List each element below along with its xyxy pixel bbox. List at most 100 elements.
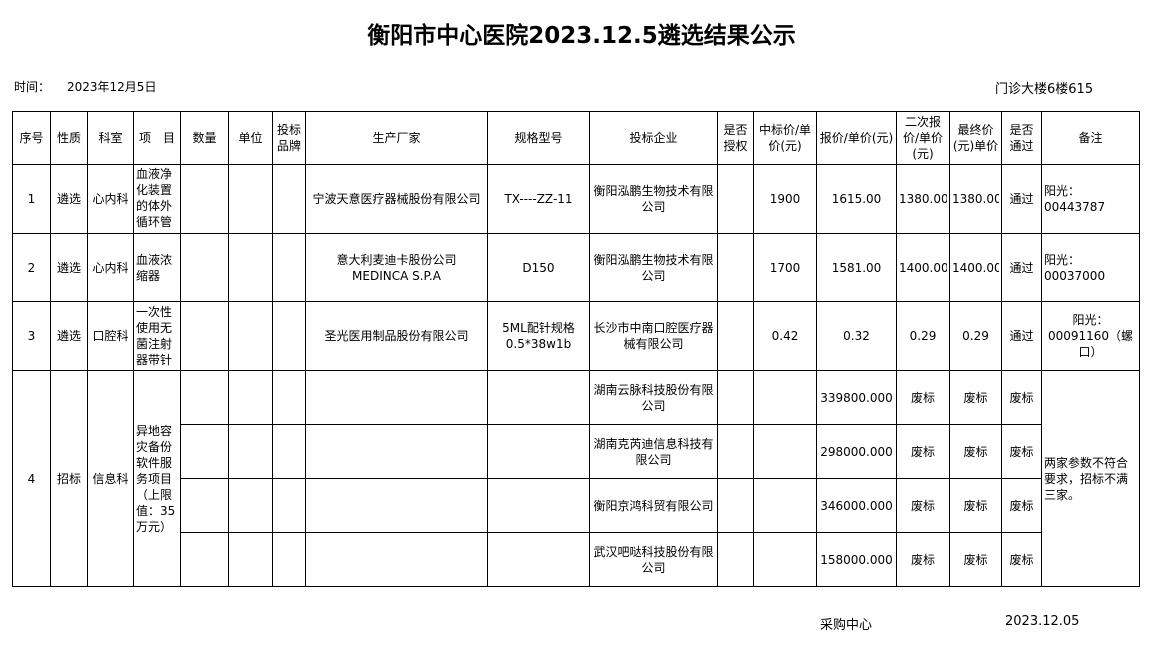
header-cell: 科室 (87, 111, 134, 165)
cell-second-text: 1400.00 (899, 260, 947, 275)
cell-auth (717, 424, 754, 479)
cell-second: 废标 (896, 532, 950, 587)
cell-unit (228, 532, 273, 587)
cell-qty (180, 370, 229, 425)
cell-quote-text: 298000.000 (820, 444, 893, 459)
table-row: 武汉吧哒科技股份有限公司 158000.000 废标 废标 废标 (13, 532, 1140, 587)
cell-type-text: 遴选 (56, 260, 81, 275)
cell-bidder-text: 衡阳泓鹏生物技术有限公司 (593, 184, 714, 214)
cell-win-price (753, 424, 817, 479)
header-cell: 项 目 (133, 111, 181, 165)
cell-bidder-text: 武汉吧哒科技股份有限公司 (593, 544, 714, 575)
cell-bidder: 湖南克芮迪信息科技有限公司 (589, 424, 718, 479)
cell-item-text: 血液净化装置的体外循环管路 (136, 167, 173, 232)
cell-pass: 废标 (1001, 370, 1042, 425)
cell-no: 4 (12, 370, 51, 587)
table-row: 4 招标 信息科 异地容灾备份软件服务项目（上限值：35万元） 湖南云脉科技股份有限公司… (12, 370, 1140, 587)
header-cell-text: 中标价/单价(元) (758, 123, 812, 153)
cell-maker (305, 478, 488, 533)
cell-bidder: 湖南云脉科技股份有限公司 (589, 370, 718, 425)
cell-spec (487, 532, 590, 587)
cell-pass: 废标 (1001, 532, 1042, 587)
cell-maker: 意大利麦迪卡股份公司 MEDINCA S.P.A (305, 233, 488, 302)
cell-unit (228, 164, 273, 234)
cell-quote: 1581.00 (816, 233, 897, 302)
cell-win-price: 1900 (753, 164, 817, 234)
cell-final: 1400.00 (949, 233, 1002, 302)
cell-final-text: 废标 (963, 552, 988, 567)
page-title: 衡阳市中心医院2023.12.5遴选结果公示 (367, 23, 796, 49)
cell-auth (717, 532, 754, 587)
cell-brand (272, 164, 306, 234)
cell-second-text: 废标 (910, 552, 935, 567)
cell-final: 1380.00 (949, 164, 1002, 234)
table-row: 2 遴选 心内科 血液浓缩器 意大利麦迪卡股份公司 MEDINCA S.P.A D150 衡… (12, 233, 1140, 302)
header-cell-text: 性质 (56, 131, 81, 145)
cell-no-text: 4 (27, 471, 36, 486)
cell-pass: 废标 (1001, 424, 1042, 479)
cell-dept-text: 心内科 (92, 260, 129, 275)
cell-quote-text: 1581.00 (831, 260, 882, 275)
cell-brand (272, 233, 306, 302)
cell-item-text: 异地容灾备份软件服务项目（上限值：35万元） (136, 423, 176, 534)
header-cell: 报价/单价(元) (816, 111, 897, 165)
cell-spec: 5ML配针规格0.5*38w1b (487, 301, 590, 371)
cell-second: 废标 (896, 424, 950, 479)
cell-second-text: 废标 (910, 498, 935, 513)
cell-pass: 通过 (1001, 164, 1042, 234)
cell-note-text: 阳光：00091160（螺口） (1047, 313, 1134, 359)
header-cell-text: 科室 (98, 131, 123, 145)
cell-second-text: 废标 (910, 444, 935, 459)
cell-auth (717, 233, 754, 302)
cell-final-text: 废标 (963, 498, 988, 513)
cell-final-text: 废标 (963, 444, 988, 459)
cell-item: 血液浓缩器 (133, 233, 181, 302)
cell-auth (717, 478, 754, 533)
cell-pass-text: 通过 (1009, 192, 1034, 206)
cell-dept: 心内科 (87, 233, 134, 302)
header-row: 序号 性质 科室 项 目 数量 单位 投标品牌 生产厂家 规格型号 投标企业 是否授权 中标价/单价(… (12, 111, 1140, 165)
header-cell: 是否通过 (1001, 111, 1042, 165)
table-row: 衡阳京鸿科贸有限公司 346000.000 废标 废标 废标 (13, 478, 1140, 533)
cell-pass-text: 废标 (1009, 444, 1034, 459)
cell-quote: 0.32 (816, 301, 897, 371)
cell-dept-text: 心内科 (92, 192, 129, 206)
cell-maker: 圣光医用制品股份有限公司 (305, 301, 488, 371)
cell-pass-text: 废标 (1009, 498, 1034, 513)
cell-pass: 通过 (1001, 233, 1042, 302)
header-cell: 投标企业 (589, 111, 718, 165)
cell-second: 1400.00 (896, 233, 950, 302)
cell-no-text: 3 (27, 329, 36, 343)
cell-note: 两家参数不符合要求，招标不满三家。 (1041, 370, 1140, 587)
location: 门诊大楼6楼615 (995, 82, 1094, 97)
cell-dept-text: 口腔科 (92, 329, 129, 343)
cell-auth (717, 164, 754, 234)
cell-spec: D150 (487, 233, 590, 302)
header-cell-text: 是否授权 (723, 123, 748, 153)
cell-dept: 口腔科 (87, 301, 134, 371)
cell-pass: 废标 (1001, 478, 1042, 533)
header-cell-text: 是否通过 (1009, 123, 1034, 153)
cell-dept: 心内科 (87, 164, 134, 234)
cell-unit (228, 478, 273, 533)
header-cell-text: 单位 (238, 131, 263, 145)
cell-quote-text: 339800.000 (820, 390, 893, 405)
table-row: 3 遴选 口腔科 一次性使用无菌注射器带针 圣光医用制品股份有限公司 5ML配针规格0.5… (12, 301, 1140, 371)
cell-win-price (753, 370, 817, 425)
header-cell-text: 投标品牌 (276, 123, 301, 153)
cell-type: 遴选 (50, 164, 88, 234)
cell-unit (228, 233, 273, 302)
cell-type-text: 遴选 (56, 192, 81, 206)
cell-maker-text: 宁波天意医疗器械股份有限公司 (312, 192, 481, 206)
cell-no: 1 (12, 164, 51, 234)
cell-brand (272, 301, 306, 371)
cell-qty (180, 532, 229, 587)
cell-type-text: 招标 (56, 471, 81, 486)
cell-maker: 宁波天意医疗器械股份有限公司 (305, 164, 488, 234)
cell-maker (305, 370, 488, 425)
header-cell-text: 投标企业 (629, 131, 678, 145)
cell-second-text: 1380.00 (899, 192, 947, 206)
cell-final-text: 1400.00 (952, 260, 999, 275)
header-cell: 二次报价/单价(元) (896, 111, 950, 165)
cell-auth (717, 301, 754, 371)
